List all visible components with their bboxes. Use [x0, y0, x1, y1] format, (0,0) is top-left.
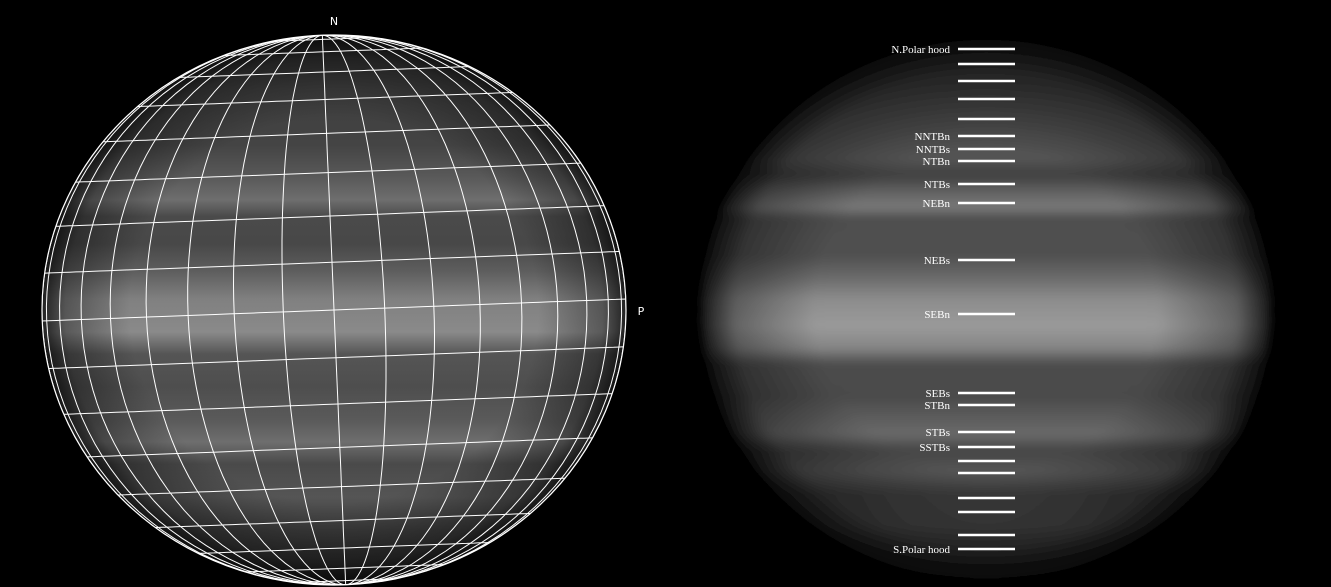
- parallel-line: [48, 346, 624, 369]
- left-planet-limb: [41, 34, 627, 586]
- parallel-line: [222, 47, 423, 57]
- belt-label: NEBn: [923, 198, 951, 210]
- left-panel: N P: [41, 15, 645, 586]
- right-planet-image: [701, 40, 1271, 580]
- parallel-line: [294, 578, 397, 583]
- belt-label: NNTBn: [915, 131, 951, 143]
- parallel-line: [87, 437, 593, 458]
- parallel-line: [137, 91, 513, 108]
- parallel-line: [118, 477, 565, 496]
- parallel-line: [198, 542, 490, 554]
- parallel-line: [55, 205, 605, 227]
- belt-label: NEBs: [924, 255, 950, 267]
- north-marker: N: [330, 15, 338, 28]
- parallel-line: [63, 393, 613, 415]
- parallel-line: [155, 512, 531, 529]
- parallel-line: [75, 162, 581, 183]
- parallel-line: [42, 298, 626, 322]
- belt-label: SSTBs: [919, 442, 950, 454]
- belt-label: NTBs: [924, 179, 950, 191]
- belt-ticks: [958, 47, 1015, 551]
- belt-label: STBs: [926, 427, 950, 439]
- belt-label: SEBn: [924, 309, 950, 321]
- belt-label: SEBs: [926, 388, 950, 400]
- right-panel: N.Polar hood NNTBn NNTBs NTBn NTBs NEBn …: [701, 40, 1271, 580]
- parallel-line: [103, 124, 550, 143]
- belt-label: NTBn: [923, 156, 951, 168]
- parallel-line: [178, 66, 470, 78]
- belt-label: N.Polar hood: [891, 44, 950, 56]
- parallel-line: [271, 37, 374, 42]
- preceding-marker: P: [638, 305, 645, 318]
- parallel-line: [44, 251, 620, 274]
- belt-label: NNTBs: [916, 144, 950, 156]
- belt-labels: N.Polar hood NNTBn NNTBs NTBn NTBs NEBn …: [891, 44, 950, 556]
- belt-label: S.Polar hood: [893, 544, 950, 556]
- belt-label: STBn: [924, 400, 950, 412]
- parallel-line: [245, 563, 446, 573]
